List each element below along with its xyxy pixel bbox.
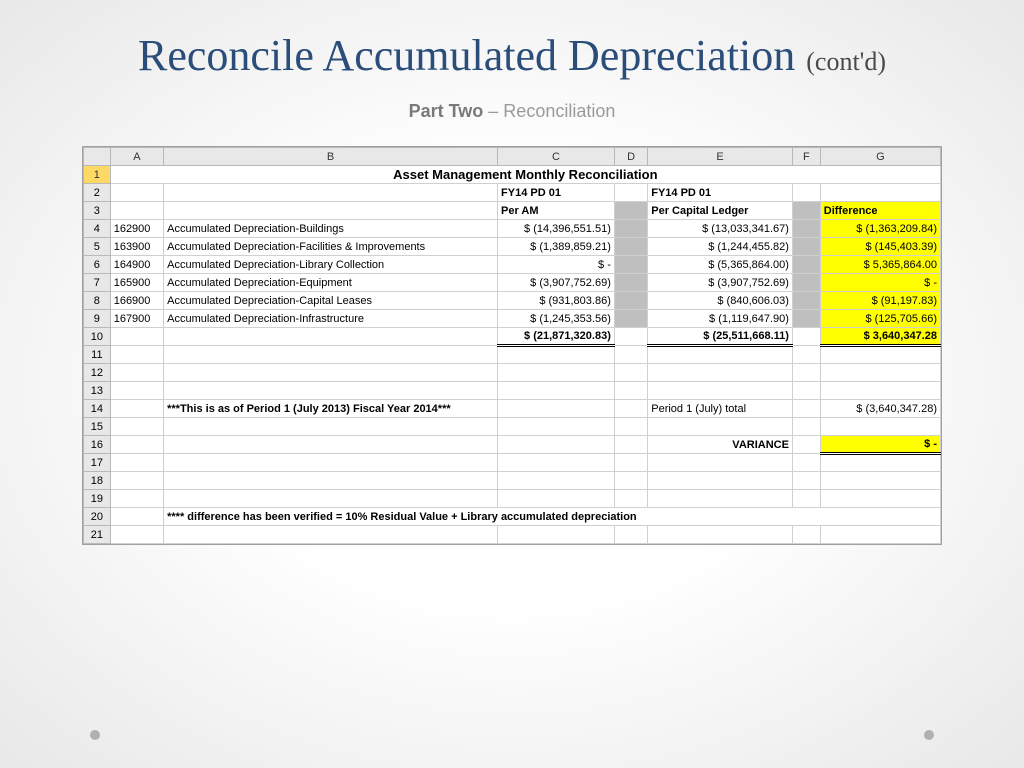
hdr-difference[interactable]: Difference xyxy=(820,202,940,220)
total-ledger[interactable]: $ (25,511,668.11) xyxy=(648,328,793,346)
row-6[interactable]: 6 164900 Accumulated Depreciation-Librar… xyxy=(84,256,941,274)
row-7[interactable]: 7 165900 Accumulated Depreciation-Equipm… xyxy=(84,274,941,292)
total-am[interactable]: $ (21,871,320.83) xyxy=(498,328,615,346)
cell[interactable]: $ (13,033,341.67) xyxy=(648,220,793,238)
period-total-val[interactable]: $ (3,640,347.28) xyxy=(820,400,940,418)
decor-dot-left xyxy=(90,730,100,740)
subtitle-bold: Part Two xyxy=(409,101,484,121)
cell[interactable]: $ (14,396,551.51) xyxy=(498,220,615,238)
subtitle: Part Two – Reconciliation xyxy=(0,101,1024,122)
footnote[interactable]: **** difference has been verified = 10% … xyxy=(164,508,941,526)
row-20[interactable]: 20 **** difference has been verified = 1… xyxy=(84,508,941,526)
select-all-cell[interactable] xyxy=(84,148,111,166)
slide-title: Reconcile Accumulated Depreciation (cont… xyxy=(0,0,1024,83)
row-14[interactable]: 14 ***This is as of Period 1 (July 2013)… xyxy=(84,400,941,418)
cell[interactable]: Accumulated Depreciation-Buildings xyxy=(164,220,498,238)
title-main: Reconcile Accumulated Depreciation xyxy=(138,31,795,80)
hdr-per-ledger[interactable]: Per Capital Ledger xyxy=(648,202,793,220)
cell[interactable]: $ (1,363,209.84) xyxy=(820,220,940,238)
row-3[interactable]: 3 Per AM Per Capital Ledger Difference xyxy=(84,202,941,220)
hdr-per-am[interactable]: Per AM xyxy=(498,202,615,220)
hdr-fy-am[interactable]: FY14 PD 01 xyxy=(498,184,615,202)
hdr-fy-ledger[interactable]: FY14 PD 01 xyxy=(648,184,793,202)
row-1[interactable]: 1 Asset Management Monthly Reconciliatio… xyxy=(84,166,941,184)
grid: A B C D E F G 1 Asset Management Monthly… xyxy=(83,147,941,544)
title-contd: (cont'd) xyxy=(806,47,886,76)
subtitle-rest: – Reconciliation xyxy=(483,101,615,121)
decor-dot-right xyxy=(924,730,934,740)
row-16[interactable]: 16 VARIANCE $ - xyxy=(84,436,941,454)
col-D[interactable]: D xyxy=(614,148,647,166)
col-F[interactable]: F xyxy=(792,148,820,166)
row-10[interactable]: 10 $ (21,871,320.83) $ (25,511,668.11) $… xyxy=(84,328,941,346)
row-hdr-1[interactable]: 1 xyxy=(84,166,111,184)
col-E[interactable]: E xyxy=(648,148,793,166)
variance-val[interactable]: $ - xyxy=(820,436,940,454)
row-4[interactable]: 4 162900 Accumulated Depreciation-Buildi… xyxy=(84,220,941,238)
spreadsheet: A B C D E F G 1 Asset Management Monthly… xyxy=(82,146,942,545)
note-period[interactable]: ***This is as of Period 1 (July 2013) Fi… xyxy=(164,400,498,418)
report-title[interactable]: Asset Management Monthly Reconciliation xyxy=(110,166,940,184)
row-8[interactable]: 8 166900 Accumulated Depreciation-Capita… xyxy=(84,292,941,310)
period-total-label[interactable]: Period 1 (July) total xyxy=(648,400,793,418)
row-2[interactable]: 2 FY14 PD 01 FY14 PD 01 xyxy=(84,184,941,202)
row-hdr-2[interactable]: 2 xyxy=(84,184,111,202)
col-G[interactable]: G xyxy=(820,148,940,166)
row-5[interactable]: 5 163900 Accumulated Depreciation-Facili… xyxy=(84,238,941,256)
col-C[interactable]: C xyxy=(498,148,615,166)
col-B[interactable]: B xyxy=(164,148,498,166)
row-9[interactable]: 9 167900 Accumulated Depreciation-Infras… xyxy=(84,310,941,328)
row-hdr-3[interactable]: 3 xyxy=(84,202,111,220)
col-header-row: A B C D E F G xyxy=(84,148,941,166)
total-diff[interactable]: $ 3,640,347.28 xyxy=(820,328,940,346)
col-A[interactable]: A xyxy=(110,148,163,166)
cell[interactable]: 162900 xyxy=(110,220,163,238)
variance-label[interactable]: VARIANCE xyxy=(648,436,793,454)
